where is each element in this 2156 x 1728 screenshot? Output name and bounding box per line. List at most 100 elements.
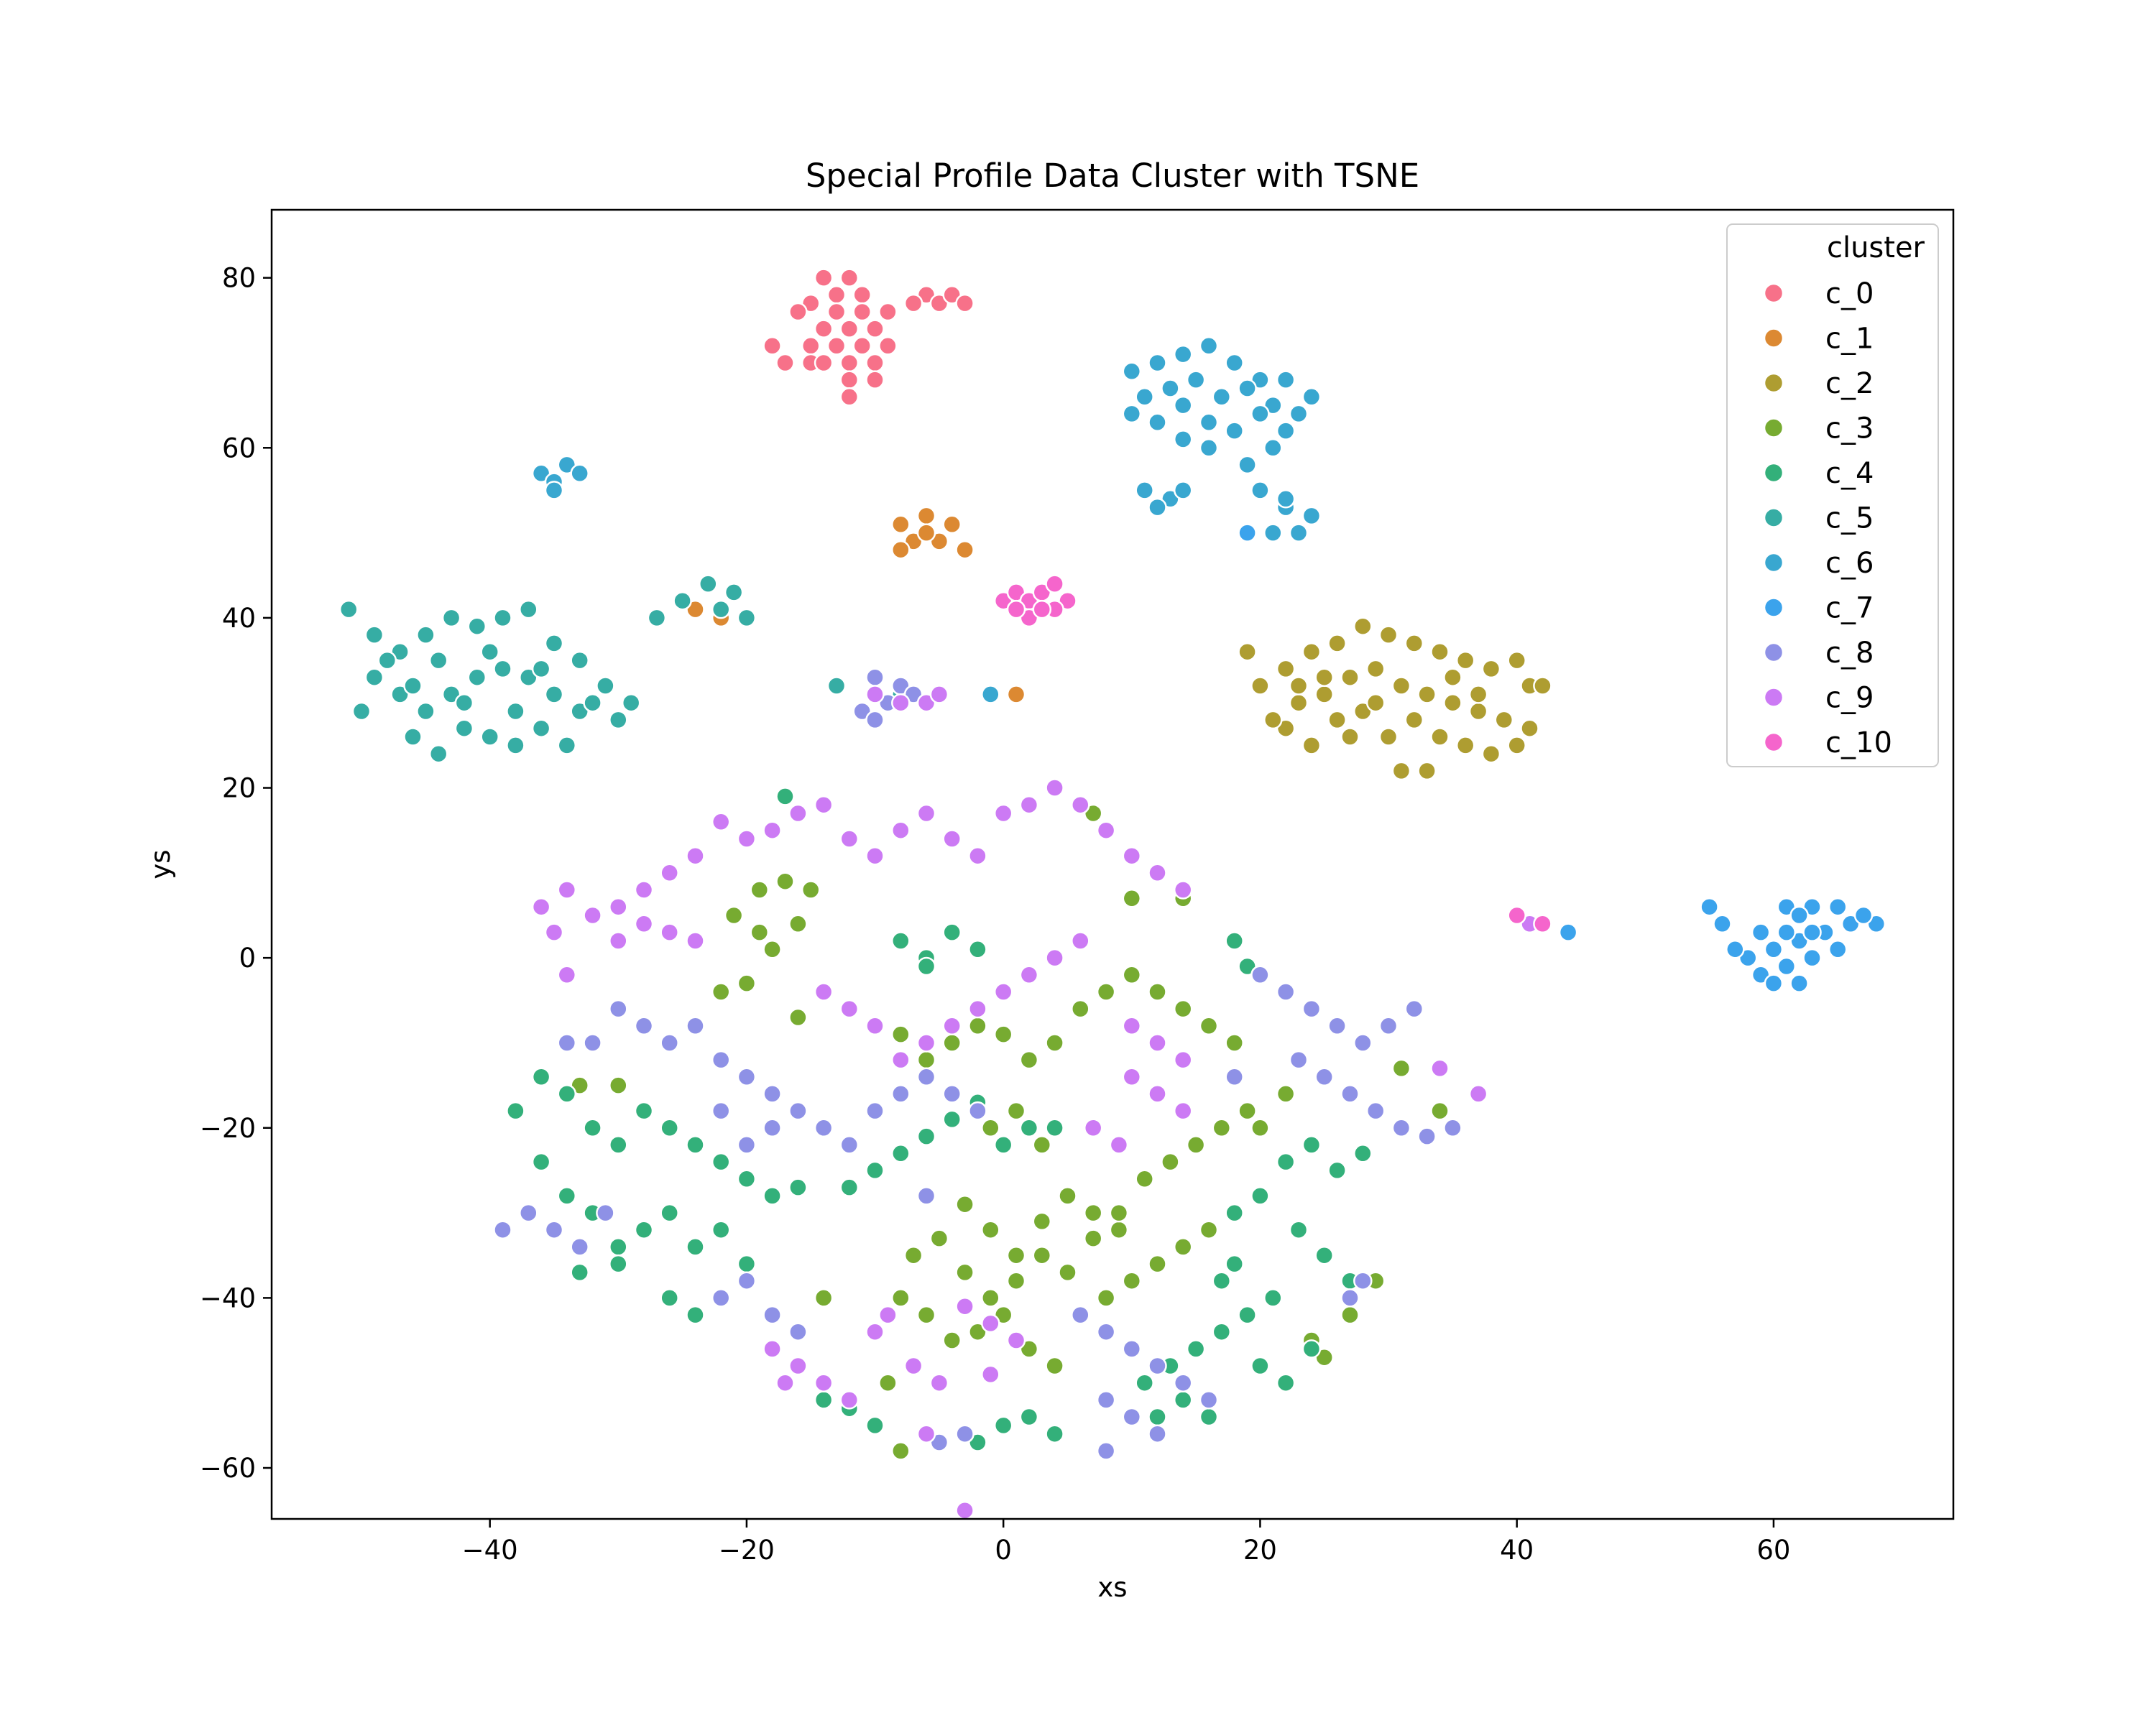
point-c_6-40 <box>1276 489 1296 509</box>
point-c_0-9 <box>839 319 860 338</box>
point-c_2-0 <box>1238 642 1257 662</box>
series-c_5 <box>338 574 911 764</box>
point-c_4-0 <box>775 787 795 806</box>
point-c_3-34 <box>1161 1152 1180 1172</box>
point-c_5-7 <box>519 599 538 619</box>
series-c_8 <box>493 667 1462 1461</box>
point-c_9-38 <box>1019 965 1039 985</box>
point-c_8-29 <box>570 1237 589 1257</box>
point-c_7-18 <box>1853 905 1874 925</box>
point-c_5-11 <box>621 693 641 713</box>
point-c_7-9 <box>1777 956 1797 976</box>
point-c_8-60 <box>1096 1441 1116 1461</box>
point-c_2-21 <box>1468 701 1488 721</box>
point-c_2-41 <box>1340 727 1360 747</box>
point-c_3-29 <box>1032 1135 1052 1155</box>
legend-label-c_4: c_4 <box>1825 457 1874 490</box>
point-c_1-7 <box>916 523 936 542</box>
point-c_8-0 <box>865 667 885 687</box>
point-c_3-33 <box>1135 1169 1154 1189</box>
point-c_8-21 <box>557 1033 577 1053</box>
point-c_0-26 <box>955 293 975 313</box>
point-c_3-56 <box>1019 1339 1039 1359</box>
point-c_10-8 <box>1006 599 1026 619</box>
point-c_2-22 <box>1494 710 1514 730</box>
point-c_3-3 <box>724 905 744 925</box>
point-c_2-25 <box>1302 736 1322 755</box>
point-c_3-42 <box>1006 1271 1026 1290</box>
legend-marker-c_3 <box>1763 417 1784 438</box>
point-c_4-24 <box>711 1220 731 1239</box>
point-c_4-25 <box>660 1288 679 1308</box>
point-c_5-26 <box>531 719 551 738</box>
point-c_6-23 <box>1199 412 1219 433</box>
point-c_4-54 <box>1135 1373 1154 1392</box>
point-c_8-61 <box>1340 1288 1360 1308</box>
point-c_7-13 <box>1789 974 1809 993</box>
point-c_4-26 <box>686 1305 705 1325</box>
point-c_4-12 <box>660 1118 679 1138</box>
point-c_8-28 <box>544 1220 564 1239</box>
point-c_2-2 <box>1276 659 1296 679</box>
legend-label-c_7: c_7 <box>1825 592 1874 625</box>
point-c_7-0 <box>1700 897 1719 917</box>
point-c_8-64 <box>1225 1067 1244 1087</box>
point-c_3-37 <box>1238 1101 1257 1121</box>
point-c_1-5 <box>955 540 975 560</box>
point-c_4-16 <box>763 1186 782 1206</box>
point-c_4-39 <box>1045 1118 1064 1138</box>
point-c_2-11 <box>1507 650 1526 670</box>
point-c_3-10 <box>891 1025 911 1044</box>
legend-label-c_5: c_5 <box>1825 502 1874 535</box>
point-c_3-53 <box>942 1331 962 1350</box>
y-tick-label: 80 <box>222 263 256 294</box>
point-c_9-48 <box>1148 1033 1167 1053</box>
point-c_4-29 <box>570 1262 589 1283</box>
point-c_3-67 <box>1430 1101 1450 1121</box>
legend-marker-c_7 <box>1763 597 1784 618</box>
point-c_0-7 <box>878 302 898 322</box>
point-c_0-2 <box>826 285 847 305</box>
point-c_8-12 <box>763 1084 782 1104</box>
legend-box <box>1726 223 1939 767</box>
point-c_0-13 <box>852 336 872 356</box>
point-c_8-11 <box>737 1067 757 1087</box>
point-c_6-39 <box>1263 523 1283 542</box>
point-c_6-16 <box>1212 387 1232 407</box>
point-c_5-29 <box>428 650 448 670</box>
point-c_9-71 <box>955 1500 975 1520</box>
point-c_5-40 <box>673 591 692 611</box>
point-c_9-47 <box>1122 1016 1142 1036</box>
point-c_3-43 <box>1032 1245 1052 1265</box>
point-c_6-37 <box>1302 506 1322 526</box>
point-c_5-14 <box>416 701 436 721</box>
point-c_5-32 <box>583 693 602 713</box>
point-c_3-48 <box>981 1220 1000 1239</box>
point-c_1-1 <box>916 506 936 526</box>
point-c_2-40 <box>1468 685 1488 704</box>
point-c_8-40 <box>1378 1016 1399 1036</box>
legend-marker-c_5 <box>1763 507 1784 528</box>
point-c_6-29 <box>1263 438 1283 458</box>
legend-title: cluster <box>1827 231 1925 264</box>
point-c_5-34 <box>506 701 525 721</box>
legend-label-c_10: c_10 <box>1825 726 1892 759</box>
point-c_9-43 <box>891 1050 911 1070</box>
point-c_5-30 <box>480 642 499 662</box>
point-c_5-5 <box>467 616 487 636</box>
legend-marker-c_9 <box>1763 687 1784 708</box>
point-c_4-1 <box>891 931 911 951</box>
point-c_9-72 <box>916 1424 936 1443</box>
point-c_9-68 <box>1430 1058 1450 1078</box>
point-c_9-7 <box>788 803 808 823</box>
point-c_4-51 <box>1212 1322 1232 1341</box>
point-c_4-6 <box>506 1101 525 1121</box>
series-c_6 <box>531 336 1322 704</box>
point-c_4-52 <box>1186 1339 1206 1359</box>
point-c_4-9 <box>583 1118 602 1138</box>
point-c_9-51 <box>1148 1084 1167 1104</box>
point-c_8-30 <box>596 1203 615 1223</box>
point-c_3-21 <box>1173 999 1193 1019</box>
point-c_3-7 <box>711 982 731 1002</box>
point-c_8-25 <box>763 1118 782 1138</box>
